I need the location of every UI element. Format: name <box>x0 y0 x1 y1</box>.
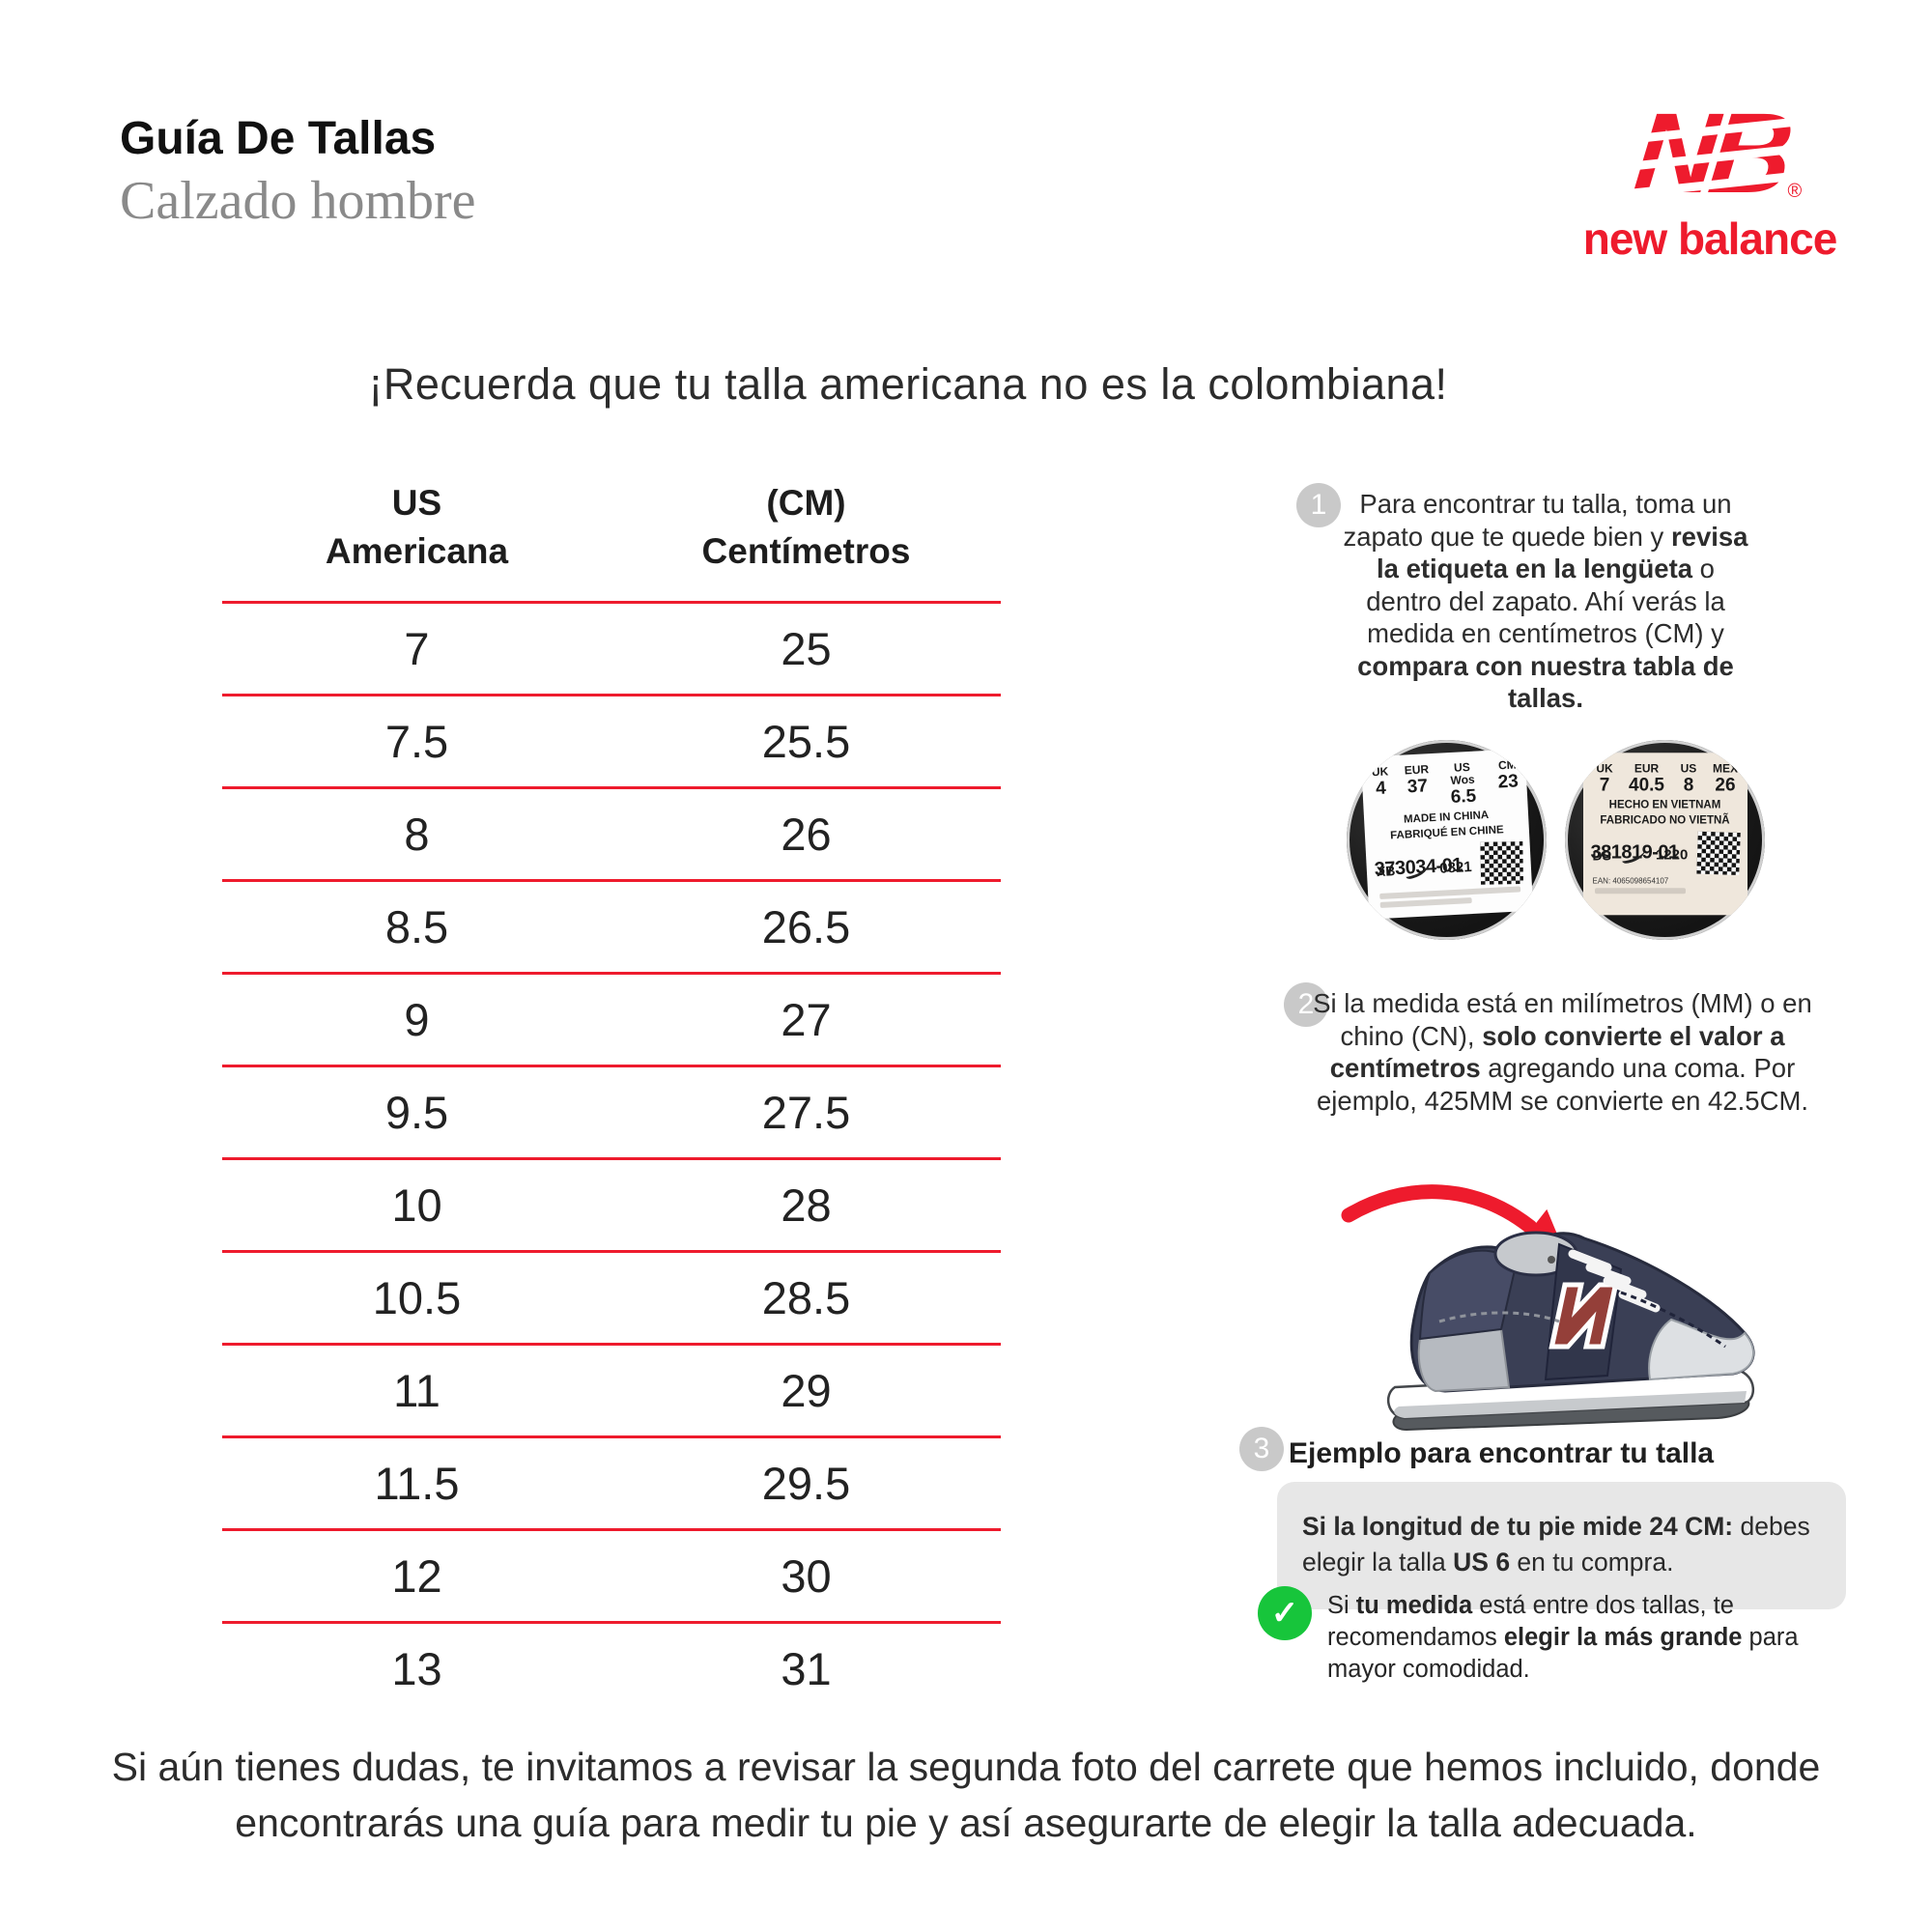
headline: ¡Recuerda que tu talla americana no es l… <box>368 359 1448 409</box>
page-subtitle: Calzado hombre <box>120 170 476 231</box>
shoe-label-left: UK 4 EUR 37 US Wos 6.5 CM 23 MADE IN CHINA F… <box>1360 748 1533 920</box>
page-title: Guía De Tallas <box>120 113 437 164</box>
header-titles: Guía De Tallas Calzado hombre <box>120 113 476 231</box>
nb-wordmark: new balance <box>1582 213 1838 264</box>
table-row: 11.5 29.5 <box>222 1438 1001 1531</box>
footer: Si aún tienes dudas, te invitamos a revi… <box>0 1739 1932 1851</box>
example-box: Si la longitud de tu pie mide 24 CM: deb… <box>1277 1482 1846 1609</box>
table-row: 10.5 28.5 <box>222 1253 1001 1346</box>
table-row: 10 28 <box>222 1160 1001 1253</box>
new-balance-logo: NB ® new balance <box>1555 90 1864 265</box>
table-row: 11 29 <box>222 1346 1001 1438</box>
table-row: 12 30 <box>222 1531 1001 1624</box>
step-3-heading: Ejemplo para encontrar tu talla <box>1289 1437 1715 1469</box>
datamatrix-code <box>1695 831 1741 875</box>
size-table-header: US Americana (CM) Centímetros <box>222 479 1001 604</box>
step-3-badge: 3 <box>1239 1427 1284 1471</box>
sneaker-illustration <box>1331 1177 1785 1466</box>
shoe-label-photo-left: UK 4 EUR 37 US Wos 6.5 CM 23 MADE IN CHINA F… <box>1347 740 1547 940</box>
step-1-text: Para encontrar tu talla, toma un zapato … <box>1343 489 1748 713</box>
col-header-cm: (CM) Centímetros <box>701 483 911 571</box>
table-row: 8 26 <box>222 789 1001 882</box>
table-row: 13 31 <box>391 1642 832 1694</box>
size-table: US Americana (CM) Centímetros 7 25 7.5 25.… <box>222 479 1001 1714</box>
check-icon: ✓ <box>1258 1586 1312 1640</box>
table-row: 9.5 27.5 <box>222 1067 1001 1160</box>
table-row: 9 27 <box>222 975 1001 1067</box>
footer-text: Si aún tienes dudas, te invitamos a revi… <box>111 1745 1821 1845</box>
nb-monogram-icon: NB ® <box>1626 90 1802 217</box>
step-1-badge: 1 <box>1296 483 1341 527</box>
col-header-us: US Americana <box>325 483 509 571</box>
shoe-label-photo-right: UK 7 EUR 40.5 US 8 MEX 26 HECHO EN VIETNAM F… <box>1565 740 1765 940</box>
datamatrix-code <box>1479 840 1523 885</box>
table-row: 7.5 25.5 <box>222 696 1001 789</box>
step-2-text: Si la medida está en milímetros (MM) o e… <box>1313 988 1812 1116</box>
tip-text: Si tu medida está entre dos tallas, te r… <box>1327 1592 1799 1683</box>
table-row: 8.5 26.5 <box>222 882 1001 975</box>
table-row: 7 25 <box>222 604 1001 696</box>
shoe-label-right: UK 7 EUR 40.5 US 8 MEX 26 HECHO EN VIETNAM F… <box>1582 752 1747 915</box>
registered-mark: ® <box>1787 181 1803 202</box>
shoe-label-photos: UK 4 EUR 37 US Wos 6.5 CM 23 MADE IN CHINA F… <box>1347 740 1765 940</box>
illegible-text-bar <box>1594 887 1687 894</box>
step-2-badge: 2 <box>1284 982 1328 1027</box>
